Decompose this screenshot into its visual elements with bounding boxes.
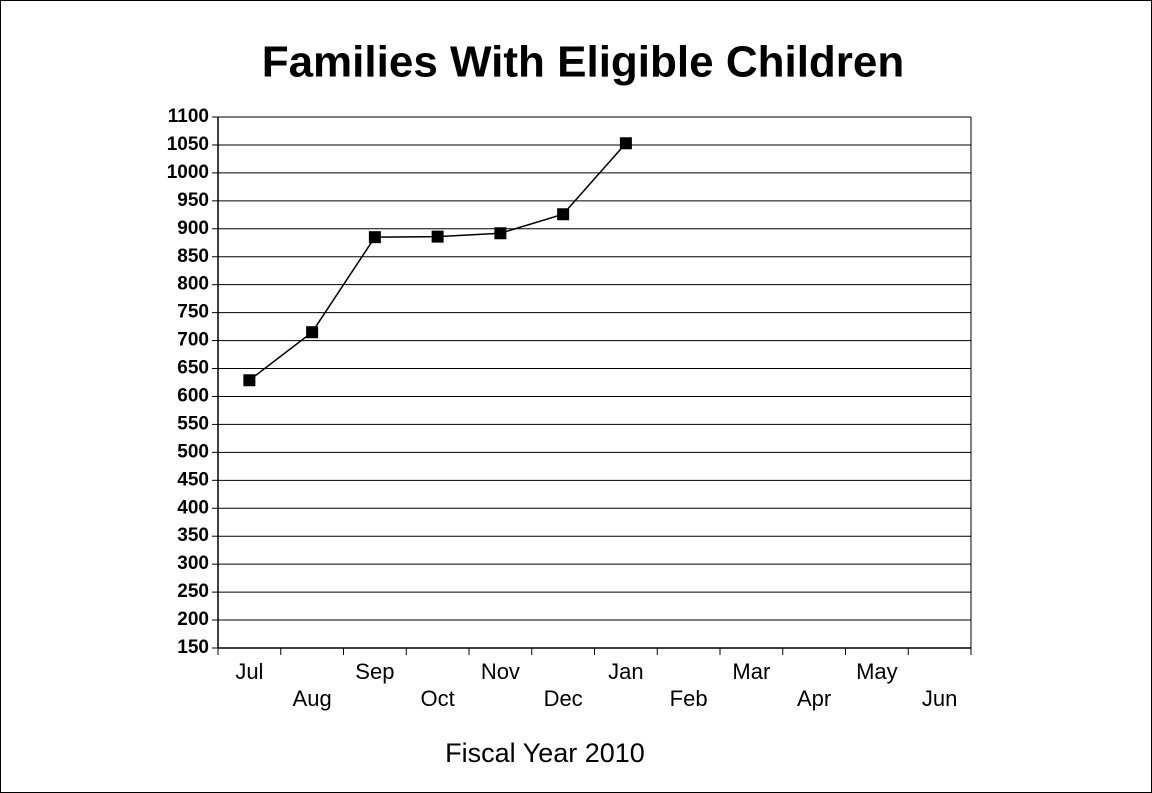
x-tick-label: Apr — [797, 686, 831, 711]
y-tick-label: 550 — [177, 413, 209, 434]
y-tick-label: 1100 — [168, 106, 209, 127]
y-tick-label: 300 — [177, 553, 209, 574]
x-tick-label: Jul — [235, 659, 263, 684]
y-tick-label: 850 — [177, 246, 209, 267]
x-tick-label: Dec — [544, 686, 583, 711]
y-tick-label: 500 — [177, 441, 209, 462]
y-tick-label: 250 — [177, 581, 209, 602]
point-marker — [494, 227, 507, 240]
point-marker — [431, 230, 444, 243]
y-tick-label: 350 — [177, 525, 209, 546]
point-marker — [368, 231, 381, 244]
y-tick-label: 150 — [177, 637, 209, 658]
y-tick-label: 650 — [177, 358, 209, 379]
y-tick-label: 750 — [177, 302, 209, 323]
y-tick-label: 1050 — [167, 134, 209, 155]
x-tick-label: Sep — [355, 659, 394, 684]
x-tick-label: Oct — [421, 686, 455, 711]
x-tick-label: Feb — [670, 686, 708, 711]
x-tick-label: Jan — [608, 659, 643, 684]
x-tick-label: May — [856, 659, 898, 684]
chart-title: Families With Eligible Children — [262, 38, 905, 87]
x-tick-label: Aug — [293, 686, 332, 711]
point-marker — [306, 326, 319, 339]
y-tick-label: 600 — [177, 385, 209, 406]
point-marker — [243, 374, 256, 387]
x-tick-label: Mar — [732, 659, 770, 684]
y-tick-label: 700 — [177, 330, 209, 351]
y-tick-label: 400 — [177, 497, 209, 518]
y-tick-label: 900 — [177, 218, 209, 239]
y-tick-label: 800 — [177, 274, 209, 295]
x-tick-label: Jun — [922, 686, 957, 711]
y-tick-label: 450 — [177, 469, 209, 490]
x-tick-label: Nov — [481, 659, 520, 684]
line-series — [248, 142, 627, 381]
point-marker — [619, 137, 632, 150]
y-tick-label: 1000 — [167, 162, 209, 183]
y-tick-label: 950 — [177, 190, 209, 211]
point-marker — [557, 208, 570, 221]
x-axis-label: Fiscal Year 2010 — [445, 738, 645, 768]
y-tick-label: 200 — [177, 609, 209, 630]
